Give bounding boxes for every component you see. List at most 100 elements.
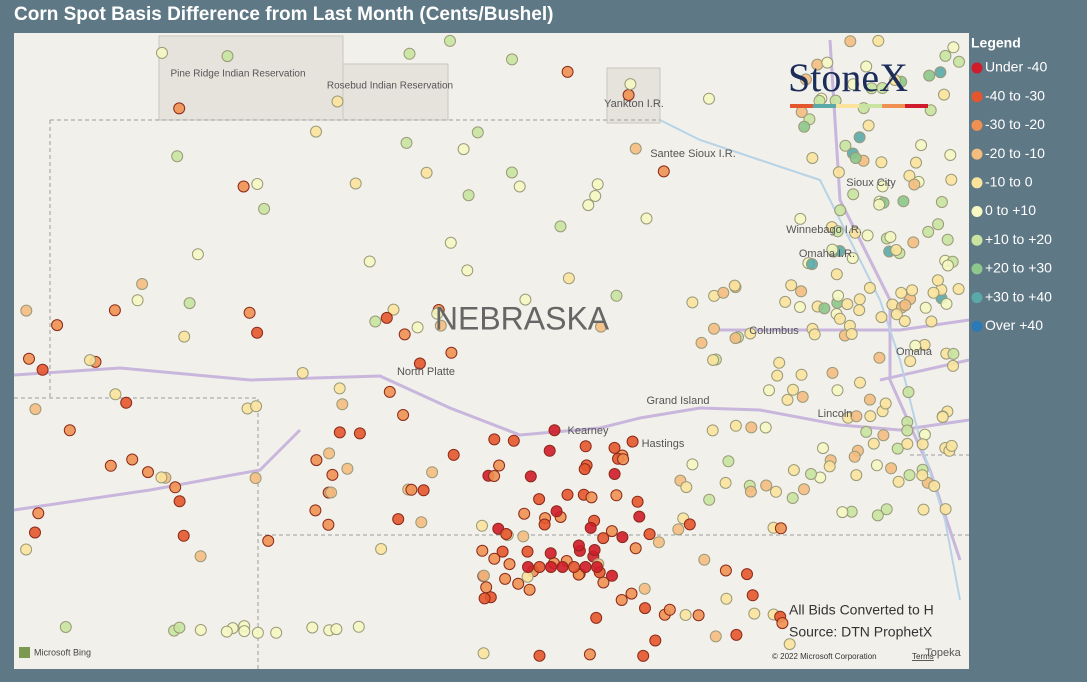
bid-dot [806, 258, 818, 271]
bid-dot [595, 320, 607, 333]
bid-dot [901, 437, 914, 450]
bid-dot [941, 259, 954, 272]
bid-dot [543, 444, 556, 457]
bid-dot [477, 647, 490, 660]
legend-swatch [971, 234, 983, 246]
bid-dot [249, 472, 262, 485]
note: Source: DTN ProphetX [789, 624, 933, 640]
bid-dot [846, 252, 859, 265]
bid-dot [744, 485, 757, 498]
place-label: Winnebago I.R. [786, 224, 862, 236]
bid-dot [759, 421, 772, 434]
bid-dot [258, 202, 271, 215]
bid-dot [947, 41, 960, 54]
bid-dot [798, 120, 811, 133]
bid-dot [173, 102, 186, 115]
bid-dot [579, 561, 592, 573]
legend-swatch [971, 177, 983, 189]
bid-dot [938, 88, 950, 101]
bid-dot [220, 625, 233, 638]
bid-dot [20, 543, 33, 556]
bid-dot [434, 319, 447, 332]
bid-dot [615, 594, 628, 606]
bid-dot [447, 448, 460, 461]
bid-dot [500, 528, 513, 540]
bid-dot [776, 617, 789, 630]
bid-dot [901, 424, 914, 437]
bid-dot [908, 178, 921, 191]
bid-dot [251, 326, 264, 339]
bid-dot [817, 442, 829, 455]
bid-dot [841, 298, 854, 311]
bid-dot [579, 440, 592, 453]
bid-dot [221, 50, 234, 63]
bid-dot [583, 648, 596, 661]
bid-dot [426, 466, 439, 479]
bid-dot [831, 384, 844, 397]
bid-dot [136, 278, 149, 290]
bid-dot [871, 509, 884, 522]
logo-bar [790, 104, 928, 108]
bid-dot [554, 220, 567, 233]
bid-dot [952, 283, 965, 295]
legend-swatch [971, 292, 983, 304]
bid-dot [251, 626, 264, 639]
bid-dot [191, 248, 204, 261]
legend-title: Legend [971, 35, 1021, 51]
bid-dot [108, 304, 121, 317]
bid-dot [940, 297, 953, 310]
bid-dot [323, 447, 336, 460]
bid-dot [533, 649, 546, 662]
bid-dot [798, 483, 810, 496]
bid-dot [845, 328, 858, 340]
title: Corn Spot Basis Difference from Last Mon… [14, 4, 553, 25]
bid-dot [902, 386, 915, 399]
bid-dot [548, 424, 561, 437]
bid-dot [109, 388, 122, 401]
bid-dot [387, 303, 400, 316]
bid-dot [36, 363, 49, 376]
bid-dot [805, 468, 817, 480]
bid-dot [431, 307, 444, 320]
bid-dot [795, 285, 808, 298]
bid-dot [947, 347, 960, 360]
bid-dot [863, 281, 876, 294]
bid-dot [906, 284, 919, 297]
bid-dot [608, 468, 621, 480]
bid-dot [617, 453, 630, 466]
bid-dot [781, 393, 794, 406]
bid-dot [262, 534, 275, 547]
bid-dot [169, 481, 182, 494]
place-label: Hastings [642, 438, 685, 450]
bid-dot [478, 592, 491, 605]
bid-dot [770, 485, 782, 498]
terms-link[interactable]: Terms [912, 652, 934, 661]
bid-dot [524, 470, 537, 483]
bid-dot [639, 602, 651, 615]
bid-dot [853, 131, 866, 144]
bid-dot [353, 427, 366, 440]
bid-dot [561, 65, 574, 78]
bid-dot [848, 450, 861, 463]
bid-dot [493, 459, 506, 472]
bid-dot [783, 638, 796, 651]
bid-dot [748, 607, 761, 620]
legend-swatch [971, 119, 983, 131]
legend-label: -20 to -10 [985, 145, 1045, 161]
bid-dot [629, 542, 642, 555]
bid-dot [637, 649, 650, 662]
bid-dot [544, 547, 557, 560]
bid-dot [556, 561, 569, 573]
bid-dot [397, 409, 410, 421]
legend-label: Under -40 [985, 59, 1047, 75]
bid-dot [405, 483, 418, 496]
legend-swatch [971, 91, 983, 103]
bid-dot [173, 621, 186, 634]
bid-dot [717, 286, 730, 299]
state-label: NEBRASKA [435, 300, 610, 336]
bid-dot [895, 286, 908, 299]
bid-dot [597, 576, 610, 589]
bid-dot [512, 577, 525, 590]
bid-dot [503, 558, 516, 571]
